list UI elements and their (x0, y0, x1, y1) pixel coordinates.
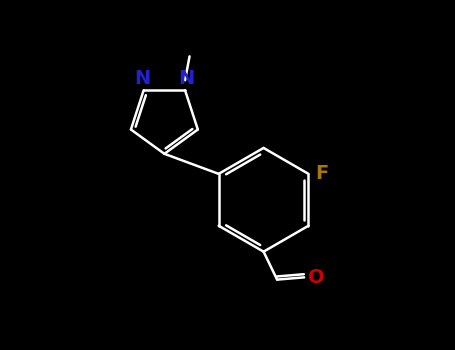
Text: F: F (315, 164, 329, 183)
Text: N: N (134, 69, 151, 88)
Text: O: O (308, 268, 324, 287)
Text: N: N (178, 69, 195, 88)
